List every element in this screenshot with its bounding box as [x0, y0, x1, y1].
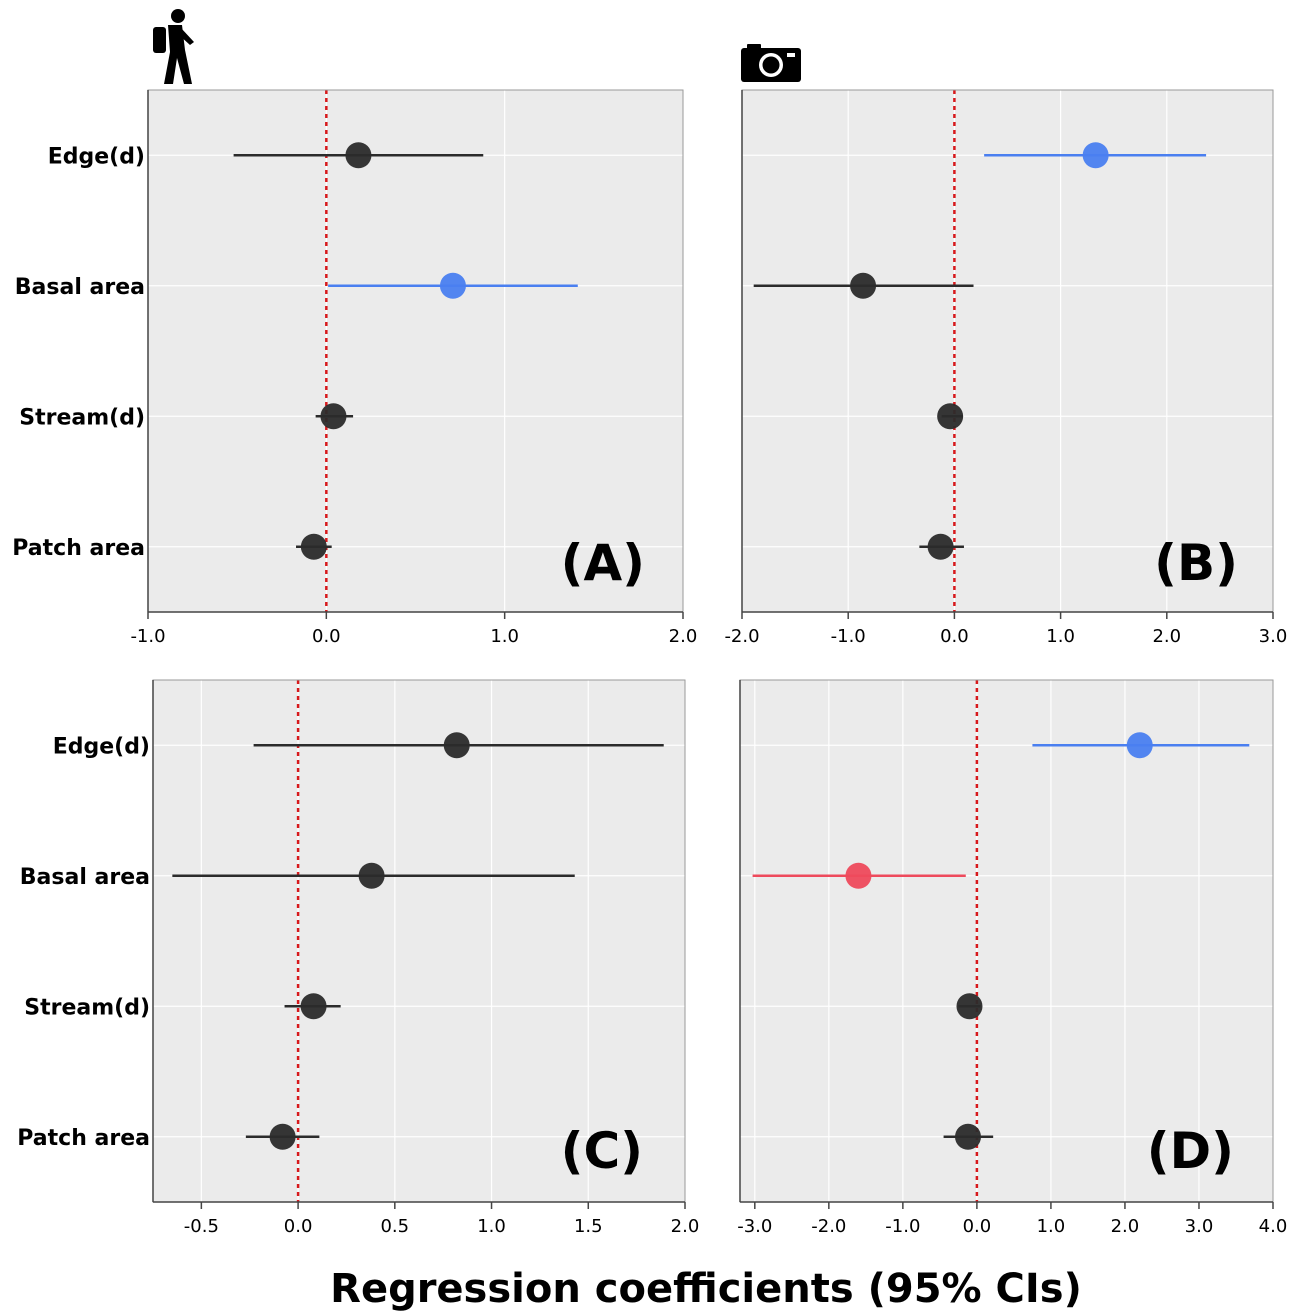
- x-tick-label: 2.0: [669, 626, 698, 647]
- x-tick-label: 1.0: [1046, 626, 1075, 647]
- x-tick-label: 3.0: [1259, 626, 1288, 647]
- x-tick-label: -1.0: [885, 1216, 920, 1237]
- hiker-icon: [153, 9, 194, 84]
- x-axis-title: Regression coefficients (95% CIs): [330, 1266, 1082, 1312]
- category-label: Basal area: [20, 865, 150, 890]
- x-tick-label: 0.5: [380, 1216, 409, 1237]
- point-estimate: [1082, 142, 1109, 169]
- camera-icon: [741, 44, 801, 82]
- panel-d: -3.0 -2.0 -1.0 0.0 1.0 2.0 3.0 4.0 (D): [737, 679, 1288, 1237]
- x-tick-label: 1.0: [1037, 1216, 1066, 1237]
- x-tick-label: -1.0: [130, 626, 165, 647]
- panel-label: (A): [561, 534, 645, 592]
- x-tick-label: -2.0: [811, 1216, 846, 1237]
- point-estimate: [320, 403, 347, 430]
- point-estimate: [300, 533, 327, 560]
- category-label: Stream(d): [24, 995, 150, 1020]
- x-tick-label: 2.0: [1111, 1216, 1140, 1237]
- category-label: Patch area: [12, 536, 145, 561]
- x-tick-label: 0.0: [940, 626, 969, 647]
- point-estimate: [937, 403, 964, 430]
- point-estimate: [300, 993, 327, 1020]
- plot-background: [742, 90, 1273, 612]
- x-tick-label: 2.0: [671, 1216, 700, 1237]
- point-estimate: [358, 862, 385, 889]
- x-tick-label: -3.0: [737, 1216, 772, 1237]
- x-tick-label: 4.0: [1259, 1216, 1288, 1237]
- x-tick-label: 2.0: [1152, 626, 1181, 647]
- x-tick-label: 1.5: [574, 1216, 603, 1237]
- x-tick-label: 1.0: [490, 626, 519, 647]
- plot-background: [148, 90, 683, 612]
- point-estimate: [1126, 732, 1153, 759]
- point-estimate: [269, 1123, 296, 1150]
- category-label: Patch area: [17, 1126, 150, 1151]
- x-tick-label: 0.0: [312, 626, 341, 647]
- category-label: Stream(d): [19, 405, 145, 430]
- point-estimate: [955, 1123, 982, 1150]
- point-estimate: [850, 272, 877, 299]
- panel-b: -2.0 -1.0 0.0 1.0 2.0 3.0 (B): [724, 89, 1288, 647]
- category-label: Edge(d): [53, 734, 150, 759]
- panel-label: (B): [1154, 534, 1238, 592]
- point-estimate: [439, 272, 466, 299]
- point-estimate: [845, 862, 872, 889]
- panel-label: (D): [1147, 1122, 1234, 1180]
- point-estimate: [956, 993, 983, 1020]
- panel-c: -0.5 0.0 0.5 1.0 1.5 2.0 Edge(d) Basal area Stre…: [17, 679, 700, 1237]
- plot-background: [153, 680, 685, 1202]
- x-tick-label: 0.0: [963, 1216, 992, 1237]
- plot-panels: -1.0 0.0 1.0 2.0 Edge(d) Basal area Stream(d) P…: [12, 89, 1288, 1237]
- x-tick-label: 3.0: [1185, 1216, 1214, 1237]
- point-estimate: [345, 142, 372, 169]
- panel-a: -1.0 0.0 1.0 2.0 Edge(d) Basal area Stream(d) P…: [12, 89, 698, 647]
- panel-label: (C): [561, 1122, 643, 1180]
- x-tick-label: 1.0: [477, 1216, 506, 1237]
- x-tick-label: -1.0: [831, 626, 866, 647]
- x-tick-label: -2.0: [724, 626, 759, 647]
- x-tick-label: -0.5: [184, 1216, 219, 1237]
- category-label: Edge(d): [48, 144, 145, 169]
- x-tick-label: 0.0: [284, 1216, 313, 1237]
- point-estimate: [443, 732, 470, 759]
- category-label: Basal area: [15, 275, 145, 300]
- point-estimate: [927, 533, 954, 560]
